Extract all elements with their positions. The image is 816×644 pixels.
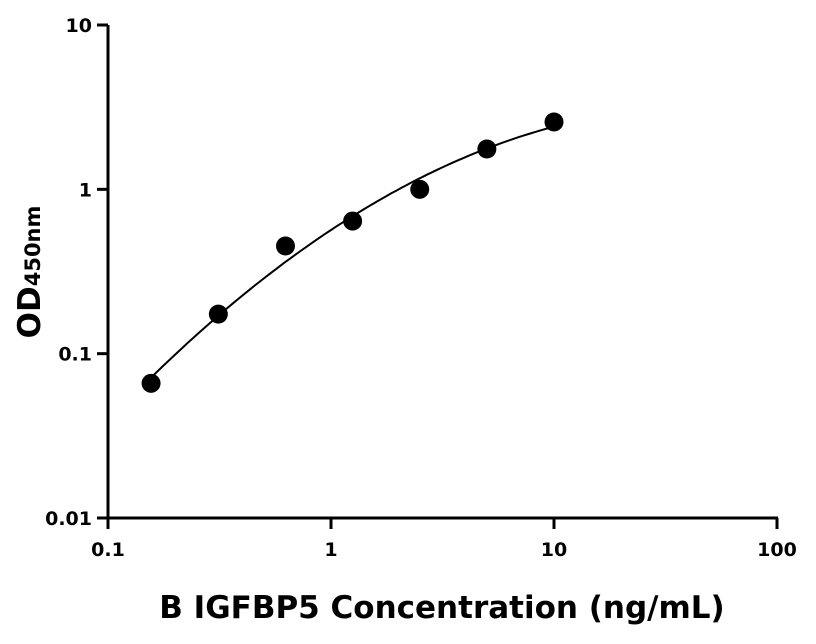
data-point (275, 236, 295, 256)
x-tick-label: 10 (541, 539, 567, 561)
data-point (343, 211, 363, 231)
y-tick-label: 1 (79, 179, 92, 201)
data-point (141, 373, 161, 393)
data-points (141, 112, 564, 393)
fit-curve (146, 125, 555, 383)
x-tick-label: 100 (757, 539, 797, 561)
x-tick-label: 0.1 (91, 539, 125, 561)
axes: 0.1 1 10 100 0.01 0.1 1 10 (45, 15, 797, 561)
y-axis-label-sub: 450nm (21, 206, 45, 287)
y-tick-label: 10 (66, 15, 92, 37)
y-axis-label-main: OD (12, 286, 48, 338)
y-axis-label: OD450nm (12, 206, 48, 339)
x-tick-label: 1 (324, 539, 337, 561)
y-tick-label: 0.01 (45, 508, 92, 530)
data-point (410, 179, 430, 199)
data-point (208, 304, 228, 324)
data-point (477, 139, 497, 159)
y-tick-label: 0.1 (58, 344, 92, 366)
x-axis-label: B IGFBP5 Concentration (ng/mL) (159, 590, 724, 626)
data-point (544, 112, 564, 132)
